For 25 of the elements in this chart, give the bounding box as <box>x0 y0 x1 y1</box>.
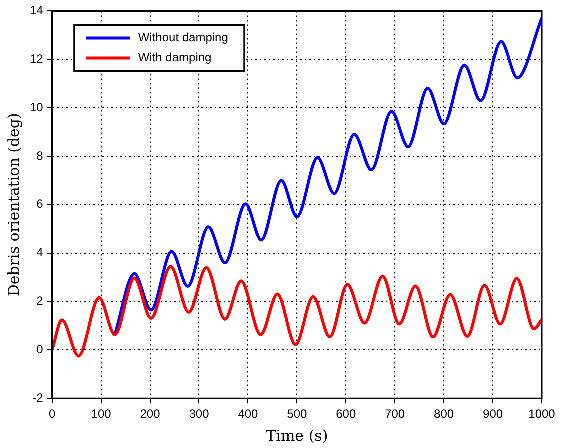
y-tick-label: 2 <box>36 294 44 308</box>
x-tick-label: 900 <box>483 407 504 422</box>
x-tick-label: 1000 <box>528 407 556 422</box>
x-tick-label: 600 <box>336 407 356 422</box>
y-tick-label: -2 <box>32 390 44 405</box>
x-tick-label: 500 <box>287 407 308 422</box>
x-tick-label: 400 <box>238 407 259 422</box>
x-tick-label: 700 <box>385 407 406 422</box>
y-tick-label: 12 <box>30 52 44 66</box>
legend-label: With damping <box>138 50 212 65</box>
line-series <box>52 265 542 358</box>
x-tick-label: 300 <box>189 407 210 422</box>
y-tick-label: 0 <box>36 342 44 356</box>
x-tick-label: 100 <box>91 407 112 422</box>
legend-label: Without damping <box>138 30 228 45</box>
y-axis-title: Debris orientation (deg) <box>4 113 23 297</box>
y-tick-label: 6 <box>36 197 44 212</box>
y-tick-label: 10 <box>30 100 44 114</box>
x-tick-label: 800 <box>434 407 454 422</box>
x-tick-label: 200 <box>140 407 161 422</box>
x-tick-label: 0 <box>49 407 56 422</box>
y-tick-label: 14 <box>30 4 44 18</box>
y-tick-label: 8 <box>36 148 44 163</box>
x-axis-title: Time (s) <box>266 426 328 445</box>
y-tick-label: 4 <box>36 246 44 260</box>
